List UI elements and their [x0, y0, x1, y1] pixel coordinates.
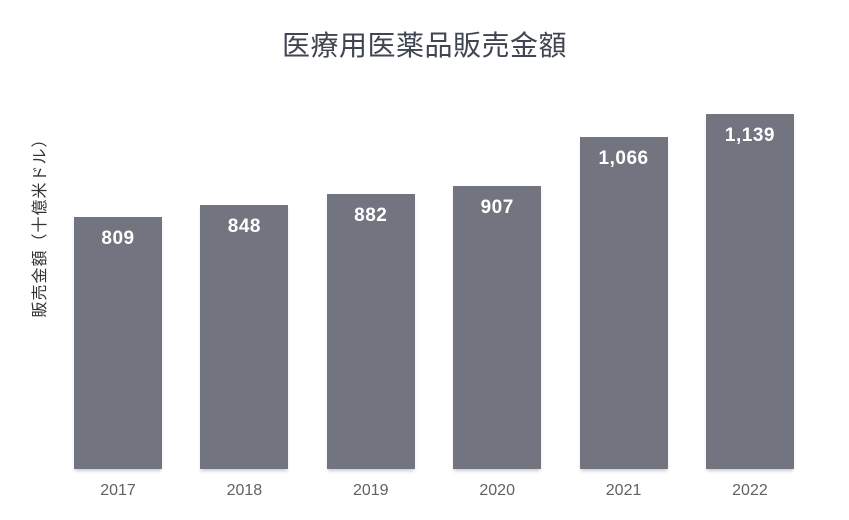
bar-value-label: 882: [354, 205, 388, 227]
bar-value-label: 848: [227, 215, 261, 237]
plot-area: 809 848 882 907 1,066 1,139: [74, 114, 794, 469]
bar-value-label: 809: [101, 227, 135, 249]
x-tick-label-2020: 2020: [479, 482, 515, 499]
chart-title: 医療用医薬品販売金額: [281, 30, 567, 61]
x-axis: 2017 2018 2019 2020 2021 2022: [74, 482, 794, 500]
bar-2019: 882: [326, 194, 415, 469]
bar-2020: 907: [453, 186, 542, 469]
x-tick-label-2019: 2019: [352, 482, 389, 499]
bar-2018: 848: [200, 204, 289, 469]
x-tick-label-2021: 2021: [605, 482, 642, 499]
x-tick-label-2018: 2018: [226, 482, 263, 499]
bar-value-label: 1,066: [598, 147, 649, 169]
x-tick-label-2022: 2022: [732, 482, 768, 499]
y-axis-label: 販売金額（十億米ドル）: [32, 130, 49, 318]
bar-value-label: 1,139: [724, 125, 775, 146]
bar-2022: 1,139: [705, 114, 794, 469]
bar-value-label: 907: [480, 197, 514, 219]
bar-2021: 1,066: [579, 136, 668, 469]
bar-2017: 809: [74, 216, 162, 469]
x-tick-label-2017: 2017: [100, 482, 136, 499]
